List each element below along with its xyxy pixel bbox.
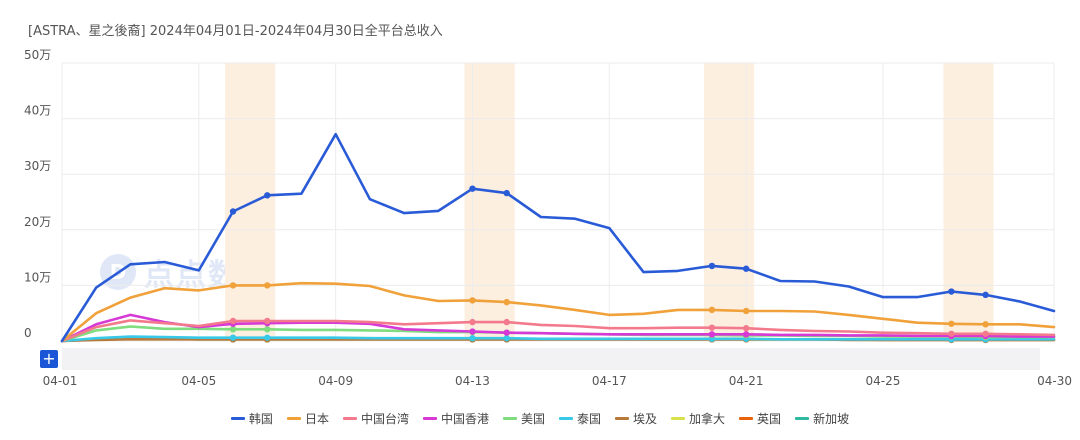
legend-swatch	[422, 417, 437, 420]
y-tick-label: 0	[24, 326, 32, 340]
x-tick-label: 04-05	[181, 374, 216, 388]
data-point-韩国	[742, 265, 750, 272]
data-point-韩国	[229, 208, 237, 215]
data-point-日本	[469, 297, 476, 304]
y-tick-label: 10万	[24, 270, 51, 284]
legend-item[interactable]: 日本	[286, 410, 329, 427]
data-point-中国台湾	[264, 317, 271, 325]
data-point-泰国	[503, 335, 510, 342]
x-tick-label: 04-21	[729, 374, 764, 388]
legend-item[interactable]: 埃及	[615, 410, 657, 427]
data-point-泰国	[264, 334, 271, 341]
legend-swatch	[342, 417, 357, 420]
legend-item[interactable]: 韩国	[230, 410, 273, 427]
highlight-band-3	[943, 63, 994, 341]
data-point-中国台湾	[982, 330, 989, 337]
legend-swatch	[671, 417, 686, 420]
series-line-中国香港	[60, 313, 1056, 343]
chart-title: [ASTRA、星之後裔] 2024年04月01日-2024年04月30日全平台总…	[28, 24, 443, 39]
data-point-韩国	[469, 185, 476, 192]
range-scrollbar	[62, 348, 1040, 370]
chart-legend: 韩国 日本 中国台湾 中国香港 美国 泰国 埃及 加拿大 英国 新加坡	[0, 410, 1080, 427]
data-point-日本	[264, 282, 271, 289]
legend-label: 中国香港	[440, 412, 489, 426]
legend-item[interactable]: 新加坡	[795, 410, 849, 427]
x-tick-label: 04-25	[866, 374, 901, 388]
data-point-中国香港	[469, 328, 476, 335]
data-point-中国台湾	[742, 325, 750, 332]
legend-item[interactable]: 泰国	[559, 410, 601, 427]
legend-label: 韩国	[248, 412, 273, 426]
data-point-中国台湾	[708, 324, 716, 331]
data-point-泰国	[229, 334, 237, 341]
data-point-日本	[982, 321, 989, 328]
legend-swatch	[230, 417, 245, 420]
data-point-中国香港	[742, 331, 750, 338]
data-point-泰国	[469, 335, 476, 342]
legend-label: 美国	[520, 412, 545, 426]
legend-label: 日本	[304, 412, 329, 426]
legend-label: 中国台湾	[360, 412, 409, 426]
data-point-日本	[948, 320, 955, 327]
legend-label: 埃及	[633, 412, 658, 426]
x-tick-label: 04-13	[455, 374, 490, 388]
x-tick-label: 04-17	[592, 374, 627, 388]
data-point-日本	[229, 282, 237, 289]
data-point-中国香港	[503, 329, 510, 336]
legend-swatch	[615, 417, 630, 420]
legend-item[interactable]: 美国	[502, 410, 545, 427]
legend-label: 新加坡	[813, 412, 850, 426]
legend-swatch	[559, 417, 573, 420]
data-point-美国	[229, 326, 237, 333]
x-tick-label: 04-01	[43, 374, 78, 388]
expand-button[interactable]: +	[40, 350, 58, 368]
legend-swatch	[502, 417, 517, 420]
data-point-韩国	[264, 192, 271, 199]
data-point-日本	[708, 306, 716, 314]
data-point-中国台湾	[948, 330, 955, 337]
legend-item[interactable]: 中国台湾	[342, 410, 409, 427]
y-tick-label: 30万	[24, 159, 51, 173]
series-line-泰国	[60, 335, 1056, 343]
y-tick-label: 50万	[24, 48, 51, 62]
legend-label: 英国	[757, 412, 782, 426]
legend-swatch	[286, 417, 301, 420]
legend-item[interactable]: 加拿大	[671, 410, 725, 427]
data-point-韩国	[982, 291, 989, 299]
series-line-中国台湾	[60, 319, 1056, 343]
legend-label: 泰国	[577, 412, 602, 426]
legend-item[interactable]: 中国香港	[422, 410, 489, 427]
y-tick-label: 20万	[24, 215, 51, 229]
x-tick-label: 04-09	[318, 374, 353, 388]
data-point-中国台湾	[229, 317, 237, 325]
legend-swatch	[739, 417, 754, 420]
data-point-中国香港	[708, 331, 716, 338]
series-line-日本	[60, 281, 1056, 343]
data-point-日本	[742, 307, 750, 315]
y-tick-label: 40万	[24, 104, 51, 118]
legend-swatch	[795, 417, 810, 420]
data-point-韩国	[503, 189, 510, 197]
data-point-中国台湾	[469, 318, 476, 326]
legend-label: 加拿大	[689, 412, 726, 426]
data-point-韩国	[708, 262, 716, 270]
data-point-美国	[264, 326, 271, 333]
series-line-韩国	[60, 132, 1056, 343]
data-point-中国台湾	[503, 318, 510, 326]
data-point-韩国	[948, 288, 955, 295]
legend-item[interactable]: 英国	[739, 410, 781, 427]
x-tick-label: 04-30	[1037, 374, 1072, 388]
data-point-日本	[503, 298, 510, 306]
